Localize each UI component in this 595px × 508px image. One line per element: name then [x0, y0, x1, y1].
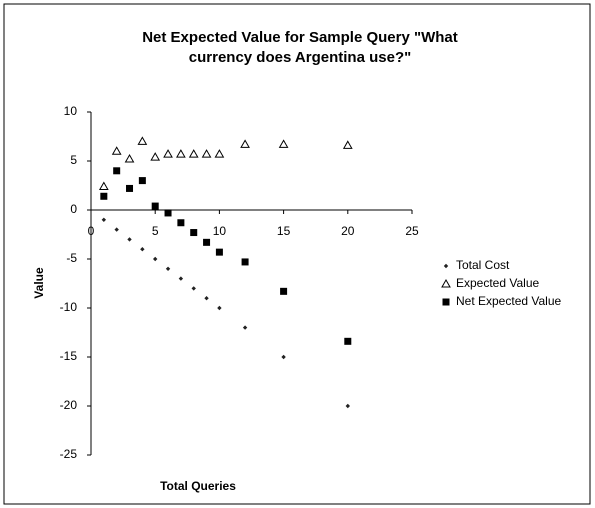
point: [217, 305, 222, 311]
x-axis-title: Total Queries: [160, 479, 236, 493]
point: [241, 258, 249, 266]
point: [100, 192, 108, 200]
point: [163, 149, 173, 158]
point: [203, 238, 211, 246]
point: [150, 152, 161, 161]
point: [191, 286, 196, 291]
point: [342, 140, 353, 149]
point: [215, 248, 223, 256]
x-tick-label: 5: [152, 224, 159, 238]
legend-label: Net Expected Value: [456, 294, 562, 308]
point: [178, 276, 184, 281]
point: [345, 403, 350, 409]
point: [165, 266, 171, 271]
y-tick-label: -20: [60, 398, 78, 412]
x-tick-label: 10: [213, 224, 227, 238]
point: [137, 136, 148, 145]
point: [278, 139, 289, 148]
y-tick-label: 5: [70, 153, 77, 167]
point: [176, 149, 186, 158]
x-tick-label: 20: [341, 224, 355, 238]
legend-label: Expected Value: [456, 276, 539, 290]
chart-title: Net Expected Value for Sample Query "Wha…: [142, 29, 458, 46]
point: [214, 149, 225, 158]
x-tick-label: 15: [277, 224, 291, 238]
point: [240, 139, 250, 148]
point: [113, 167, 121, 175]
legend-label: Total Cost: [456, 258, 510, 272]
point: [344, 337, 352, 345]
chart-frame: [3, 3, 591, 505]
point: [114, 227, 119, 232]
legend-marker: [443, 263, 449, 269]
point: [188, 149, 199, 158]
point: [190, 229, 198, 237]
point: [242, 325, 248, 330]
point: [164, 209, 172, 217]
point: [111, 146, 122, 155]
point: [280, 287, 288, 295]
legend-marker: [442, 298, 450, 306]
point: [138, 177, 146, 185]
point: [126, 184, 134, 192]
point: [151, 202, 159, 210]
y-axis-title: Value: [32, 267, 46, 299]
point: [281, 354, 286, 360]
x-tick-label: 0: [88, 224, 95, 238]
y-tick-label: -10: [60, 300, 78, 314]
point: [140, 247, 145, 252]
point: [127, 237, 132, 242]
legend-marker: [441, 278, 451, 288]
point: [153, 256, 158, 262]
y-tick-label: -5: [66, 251, 77, 265]
y-tick-label: -15: [60, 349, 78, 363]
y-tick-label: 10: [64, 104, 78, 118]
point: [177, 219, 185, 227]
point: [204, 296, 209, 301]
point: [201, 149, 212, 158]
point: [101, 217, 107, 222]
chart-title: currency does Argentina use?": [189, 49, 411, 66]
x-tick-label: 25: [405, 224, 419, 238]
point: [124, 154, 135, 163]
point: [98, 181, 109, 190]
y-tick-label: 0: [70, 202, 77, 216]
y-tick-label: -25: [60, 447, 78, 461]
